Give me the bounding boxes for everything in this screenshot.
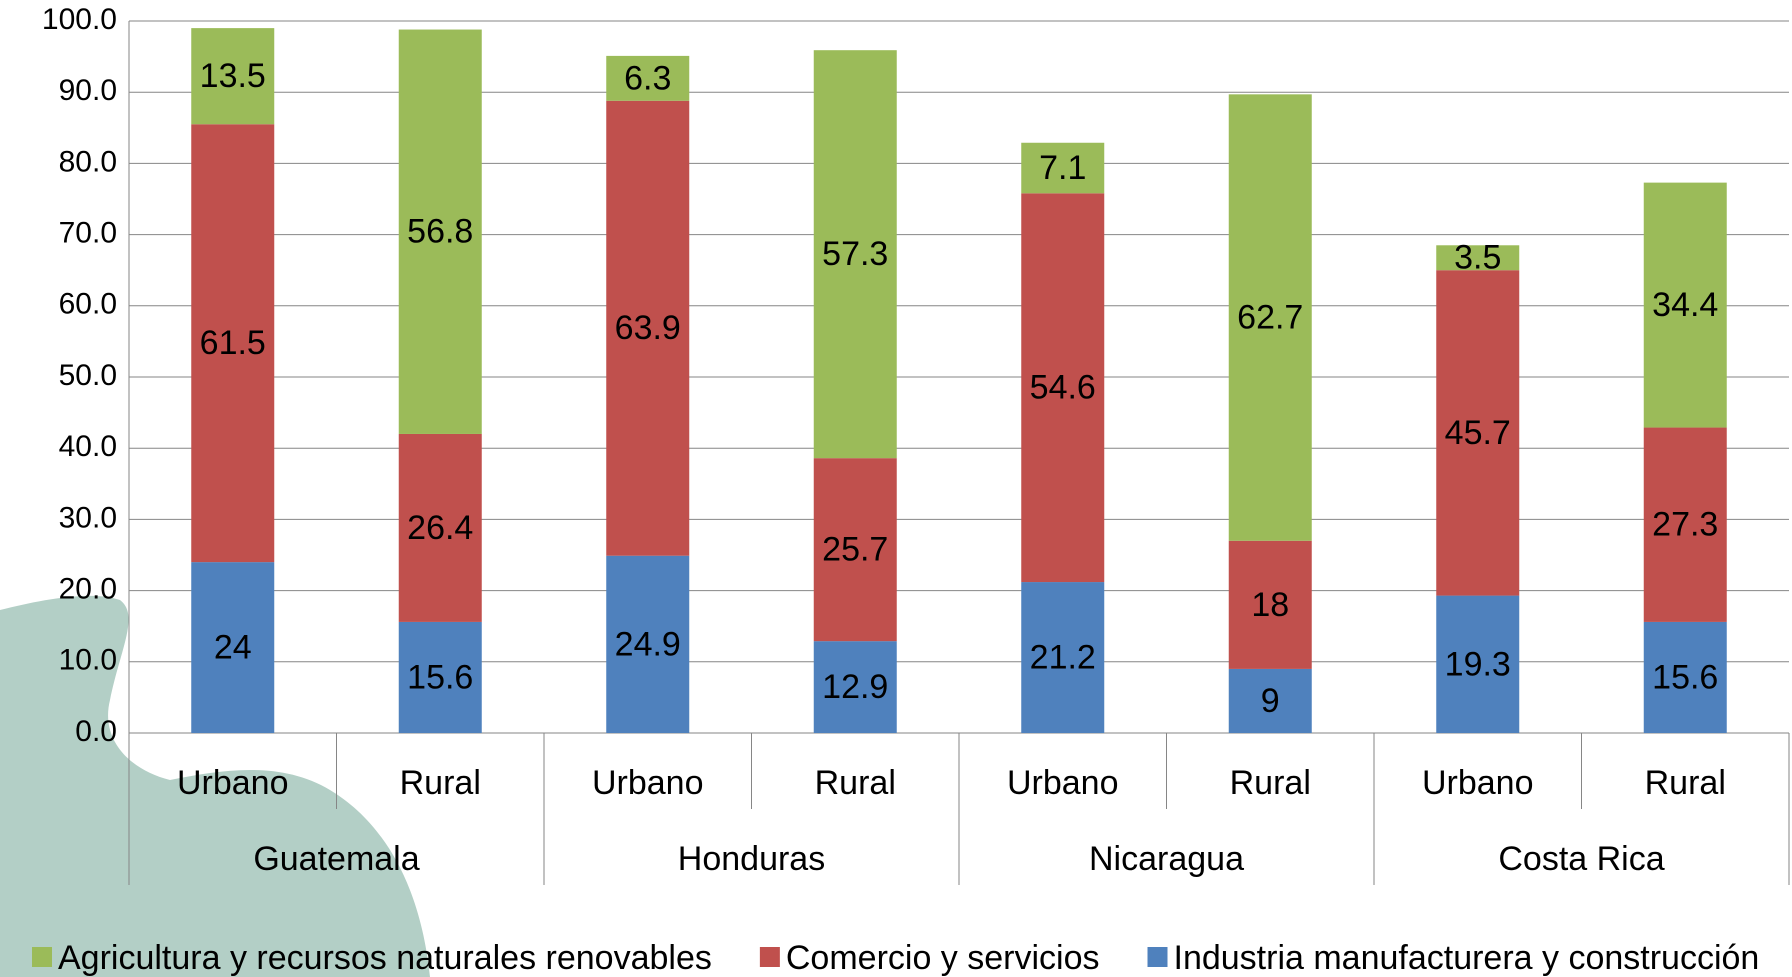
y-tick-label: 40.0 — [59, 430, 117, 463]
bar-segment — [606, 555, 690, 733]
x-tick-label: Urbano — [1007, 764, 1119, 802]
data-label: 12.9 — [822, 668, 888, 706]
bar-segment — [813, 641, 897, 733]
y-tick-label: 0.0 — [75, 715, 117, 748]
bar-segment — [1228, 668, 1312, 733]
data-label: 13.5 — [200, 57, 266, 95]
data-label: 27.3 — [1652, 506, 1718, 544]
bar-segment — [1021, 582, 1105, 733]
data-label: 3.5 — [1454, 239, 1501, 277]
data-label: 9 — [1261, 682, 1280, 720]
data-label: 54.6 — [1030, 369, 1096, 407]
x-tick-label: Rural — [1645, 764, 1726, 802]
x-tick-label: Urbano — [177, 764, 289, 802]
bar-segment — [398, 29, 482, 434]
bar-segment — [1436, 270, 1520, 596]
bar-segment — [191, 562, 275, 733]
data-label: 62.7 — [1237, 299, 1303, 337]
data-label: 21.2 — [1030, 639, 1096, 677]
group-label: Costa Rica — [1498, 840, 1664, 878]
data-label: 56.8 — [407, 213, 473, 251]
bar-segment — [813, 50, 897, 459]
bar-segment — [606, 55, 690, 101]
bar-segment — [1436, 595, 1520, 733]
legend-swatch — [759, 947, 780, 967]
data-label: 15.6 — [1652, 658, 1718, 696]
y-tick-label: 70.0 — [59, 217, 117, 250]
x-tick-label: Rural — [815, 764, 896, 802]
y-tick-label: 10.0 — [59, 644, 117, 677]
data-label: 57.3 — [822, 235, 888, 273]
data-label: 61.5 — [200, 324, 266, 362]
data-label: 15.6 — [407, 658, 473, 696]
y-tick-label: 90.0 — [59, 74, 117, 107]
data-label: 24 — [214, 629, 252, 667]
map-background — [0, 595, 430, 977]
group-label: Nicaragua — [1089, 840, 1244, 878]
bar-segment — [1436, 245, 1520, 271]
bar-segment — [1643, 427, 1727, 622]
y-tick-label: 20.0 — [59, 573, 117, 606]
bar-segment — [191, 28, 275, 125]
x-tick-label: Rural — [400, 764, 481, 802]
x-tick-label: Rural — [1230, 764, 1311, 802]
data-label: 25.7 — [822, 531, 888, 569]
data-label: 24.9 — [615, 625, 681, 663]
bar-segment — [1228, 94, 1312, 541]
y-tick-label: 100.0 — [42, 3, 117, 36]
bar-segment — [398, 433, 482, 622]
data-label: 34.4 — [1652, 286, 1718, 324]
data-label: 18 — [1251, 586, 1289, 624]
bar-segment — [398, 621, 482, 733]
data-label: 6.3 — [624, 59, 671, 97]
bar-segment — [1021, 142, 1105, 194]
bar-segment — [1643, 182, 1727, 428]
legend-swatch — [32, 947, 52, 967]
y-tick-label: 60.0 — [59, 288, 117, 321]
data-label: 19.3 — [1445, 645, 1511, 683]
group-label: Honduras — [678, 840, 825, 878]
data-label: 45.7 — [1445, 414, 1511, 452]
bar-segment — [606, 100, 690, 556]
x-tick-label: Urbano — [592, 764, 704, 802]
y-tick-label: 30.0 — [59, 501, 117, 534]
data-label: 63.9 — [615, 309, 681, 347]
legend-label: Industria manufacturera y construcción — [1174, 939, 1760, 977]
x-tick-label: Urbano — [1422, 764, 1534, 802]
y-tick-label: 80.0 — [59, 145, 117, 178]
bar-segment — [813, 458, 897, 642]
bar-segment — [1643, 621, 1727, 733]
data-label: 7.1 — [1039, 149, 1086, 187]
bar-segment — [191, 124, 275, 563]
group-label: Guatemala — [253, 840, 419, 878]
bar-segment — [1228, 540, 1312, 669]
bar-segment — [1021, 193, 1105, 583]
y-tick-label: 50.0 — [59, 359, 117, 392]
data-label: 26.4 — [407, 509, 473, 547]
legend-label: Agricultura y recursos naturales renovab… — [58, 939, 712, 977]
legend-label: Comercio y servicios — [786, 939, 1100, 977]
legend-swatch — [1147, 947, 1168, 967]
